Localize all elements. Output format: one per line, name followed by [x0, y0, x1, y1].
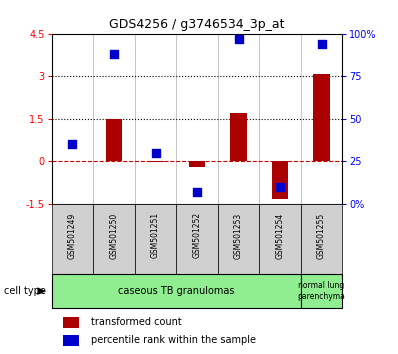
Bar — [301, 274, 342, 308]
Point — [111, 51, 117, 57]
Point — [235, 36, 242, 41]
Text: GSM501254: GSM501254 — [275, 212, 285, 258]
Bar — [218, 204, 259, 274]
Point — [152, 150, 159, 155]
Text: GSM501253: GSM501253 — [234, 212, 243, 258]
Bar — [176, 204, 218, 274]
Bar — [62, 335, 80, 346]
Point — [318, 41, 325, 47]
Bar — [272, 161, 288, 199]
Text: cell type: cell type — [4, 286, 46, 296]
Bar — [135, 204, 176, 274]
Point — [277, 184, 283, 189]
Bar — [52, 204, 93, 274]
Title: GDS4256 / g3746534_3p_at: GDS4256 / g3746534_3p_at — [109, 18, 285, 31]
Bar — [93, 204, 135, 274]
Text: transformed count: transformed count — [91, 318, 181, 327]
Bar — [147, 161, 164, 162]
Bar — [230, 114, 247, 161]
Text: percentile rank within the sample: percentile rank within the sample — [91, 335, 256, 346]
Text: GSM501251: GSM501251 — [151, 212, 160, 258]
Text: GSM501255: GSM501255 — [317, 212, 326, 258]
Bar — [259, 204, 301, 274]
Polygon shape — [37, 287, 46, 295]
Text: GSM501250: GSM501250 — [109, 212, 119, 258]
Bar — [52, 274, 301, 308]
Bar — [313, 74, 330, 161]
Bar — [106, 119, 122, 161]
Text: GSM501249: GSM501249 — [68, 212, 77, 258]
Bar — [62, 317, 80, 328]
Text: normal lung
parenchyma: normal lung parenchyma — [298, 281, 345, 301]
Bar — [189, 161, 205, 167]
Text: caseous TB granulomas: caseous TB granulomas — [118, 286, 234, 296]
Bar — [301, 204, 342, 274]
Text: GSM501252: GSM501252 — [193, 212, 201, 258]
Point — [69, 141, 76, 147]
Point — [194, 189, 200, 194]
